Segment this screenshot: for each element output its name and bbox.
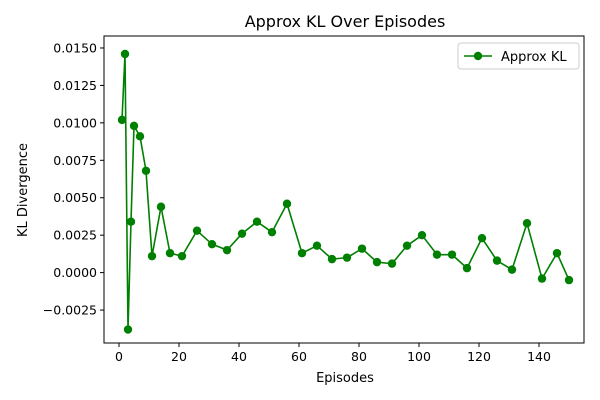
data-point xyxy=(147,251,157,261)
x-tick-label: 60 xyxy=(291,349,307,364)
data-point xyxy=(120,49,130,59)
data-point xyxy=(267,227,277,237)
data-point xyxy=(123,325,133,334)
data-point xyxy=(564,275,574,285)
plot-frame xyxy=(103,35,585,344)
data-point xyxy=(222,245,232,255)
data-point xyxy=(417,230,427,240)
y-tick-label: 0.0075 xyxy=(53,153,97,168)
data-point xyxy=(537,274,547,283)
data-point xyxy=(387,259,397,268)
data-point xyxy=(117,115,127,125)
data-point xyxy=(477,233,487,243)
data-point xyxy=(165,248,175,258)
chart-title: Approx KL Over Episodes xyxy=(245,12,446,31)
x-tick-label: 100 xyxy=(407,349,431,364)
x-tick-label: 40 xyxy=(231,349,247,364)
data-point xyxy=(156,202,166,211)
data-point xyxy=(177,251,187,261)
data-point xyxy=(357,244,367,253)
y-axis-label: KL Divergence xyxy=(16,143,31,237)
axis-ticks: 0 20 40 60 80 100 120 140 −0.0025 0.0000 0.0025 0.0… xyxy=(43,40,551,364)
data-point xyxy=(297,248,307,258)
data-point xyxy=(402,241,412,250)
y-tick-label: 0.0150 xyxy=(53,40,97,55)
legend-label: Approx KL xyxy=(501,50,567,65)
y-tick-label: 0.0000 xyxy=(53,265,97,280)
y-tick-label: 0.0125 xyxy=(53,78,97,93)
x-axis-label: Episodes xyxy=(316,371,374,386)
data-point xyxy=(192,226,202,235)
y-tick-label: 0.0050 xyxy=(53,190,97,205)
data-point xyxy=(126,217,136,226)
legend-marker-swatch xyxy=(473,51,483,61)
y-tick-label: −0.0025 xyxy=(43,303,97,318)
data-point xyxy=(141,166,151,175)
data-point xyxy=(237,229,247,238)
data-point xyxy=(462,263,472,273)
data-point xyxy=(522,218,532,228)
data-point xyxy=(252,217,262,226)
x-tick-label: 120 xyxy=(467,349,491,364)
y-tick-label: 0.0025 xyxy=(53,228,97,243)
data-point xyxy=(312,241,322,250)
legend-box xyxy=(457,42,580,70)
data-point xyxy=(432,250,442,259)
data-point xyxy=(552,248,562,258)
data-point xyxy=(282,199,292,208)
data-point xyxy=(447,250,457,259)
data-point xyxy=(342,253,352,262)
data-point xyxy=(327,254,337,264)
data-point xyxy=(372,257,382,267)
data-point xyxy=(507,265,517,274)
x-tick-label: 20 xyxy=(171,349,187,364)
y-tick-label: 0.0100 xyxy=(53,115,97,130)
data-point xyxy=(129,121,139,131)
plot-series xyxy=(117,49,574,334)
x-tick-label: 80 xyxy=(351,349,367,364)
x-tick-label: 0 xyxy=(115,349,123,364)
data-point xyxy=(492,256,502,265)
data-point xyxy=(207,239,217,249)
x-tick-label: 140 xyxy=(527,349,551,364)
data-point xyxy=(135,132,145,141)
legend: Approx KL xyxy=(457,42,580,70)
